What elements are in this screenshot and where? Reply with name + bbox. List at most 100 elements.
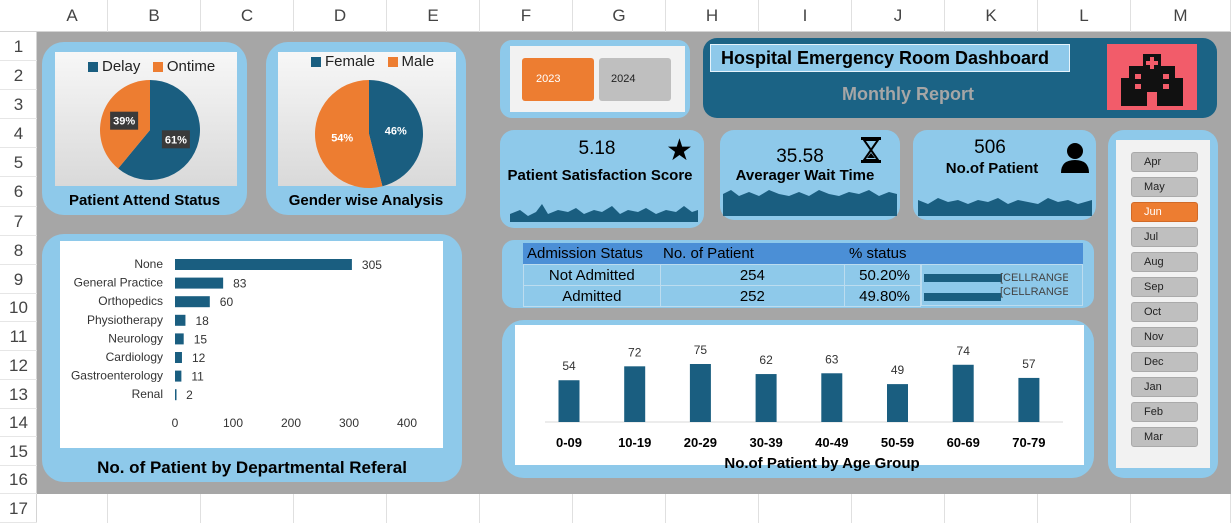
category-label: 30-39	[749, 435, 782, 450]
category-label: 60-69	[947, 435, 980, 450]
legend-swatch-female	[311, 57, 321, 68]
row-header-cell[interactable]: 15	[0, 437, 37, 466]
data-label: 63	[825, 352, 839, 366]
category-label: Physiotherapy	[87, 313, 163, 327]
column-header-cell[interactable]: J	[852, 0, 945, 32]
grid-cell[interactable]	[666, 494, 759, 523]
row-header-cell[interactable]: 4	[0, 119, 37, 148]
row-header-cell[interactable]: 6	[0, 177, 37, 207]
month-button-apr[interactable]: Apr	[1131, 152, 1198, 172]
data-label: 18	[195, 314, 209, 328]
column-header-cell[interactable]: E	[387, 0, 480, 32]
category-label: None	[134, 257, 163, 271]
data-label: 305	[362, 258, 382, 272]
column-header-cell[interactable]: L	[1038, 0, 1131, 32]
column-header-cell[interactable]: G	[573, 0, 666, 32]
bar	[755, 374, 777, 422]
month-button-aug[interactable]: Aug	[1131, 252, 1198, 272]
month-button-dec[interactable]: Dec	[1131, 352, 1198, 372]
grid-cell[interactable]	[1038, 494, 1131, 523]
grid-cell[interactable]	[852, 494, 945, 523]
bar	[689, 364, 711, 422]
hospital-icon	[1107, 44, 1197, 110]
attend-chart-title: Patient Attend Status	[68, 192, 221, 209]
column-header-cell[interactable]: D	[294, 0, 387, 32]
month-button-may[interactable]: May	[1131, 177, 1198, 197]
row-header-cell[interactable]: 2	[0, 61, 37, 90]
age-chart-area	[515, 325, 1084, 465]
month-button-jul[interactable]: Jul	[1131, 227, 1198, 247]
month-button-feb[interactable]: Feb	[1131, 402, 1198, 422]
table-row: Admitted 252 49.80%	[523, 285, 921, 307]
month-button-sep[interactable]: Sep	[1131, 277, 1198, 297]
person-icon-graphic	[1061, 143, 1089, 173]
admission-header-row	[523, 243, 1083, 264]
grid-cell[interactable]	[573, 494, 666, 523]
grid-cell[interactable]	[759, 494, 852, 523]
month-button-nov[interactable]: Nov	[1131, 327, 1198, 347]
admission-header-count: No. of Patient	[663, 245, 754, 262]
column-header-cell[interactable]: K	[945, 0, 1038, 32]
column-header-cell[interactable]: B	[108, 0, 201, 32]
row-header-cell[interactable]: 1	[0, 32, 37, 61]
referral-chart-title: No. of Patient by Departmental Referal	[97, 458, 407, 477]
row-header-cell[interactable]: 11	[0, 322, 37, 351]
legend-swatch-male	[387, 57, 398, 68]
row-header-cell[interactable]: 17	[0, 494, 37, 523]
bar	[175, 277, 224, 289]
year-2023-button[interactable]: 2023	[522, 58, 594, 101]
category-label: Neurology	[108, 331, 163, 345]
satisfaction-value: 5.18	[578, 138, 616, 159]
admission-status-cell: Not Admitted	[523, 264, 661, 286]
grid-cell[interactable]	[201, 494, 294, 523]
bar	[175, 389, 177, 401]
grid-cell[interactable]	[294, 494, 387, 523]
data-label: 83	[233, 277, 247, 291]
row-header-cell[interactable]: 14	[0, 409, 37, 437]
month-button-jun[interactable]: Jun	[1131, 202, 1198, 222]
person-icon	[1060, 142, 1090, 179]
legend-label-male: Male	[401, 53, 435, 70]
month-button-oct[interactable]: Oct	[1131, 302, 1198, 322]
row-header-cell[interactable]: 10	[0, 294, 37, 322]
bar	[175, 314, 186, 326]
column-header-cell[interactable]: F	[480, 0, 573, 32]
row-header-cell[interactable]: 5	[0, 148, 37, 177]
category-label: Renal	[132, 387, 163, 401]
bar	[1018, 377, 1040, 422]
category-label: 20-29	[684, 435, 717, 450]
admission-count-cell: 254	[659, 264, 846, 286]
admission-status-cell: Admitted	[523, 285, 661, 307]
grid-cell[interactable]	[108, 494, 201, 523]
grid-cell[interactable]	[480, 494, 573, 523]
column-header-cell[interactable]: H	[666, 0, 759, 32]
data-label: 57	[1022, 357, 1036, 371]
month-button-jan[interactable]: Jan	[1131, 377, 1198, 397]
grid-cell[interactable]	[37, 494, 108, 523]
pie-data-label: 46%	[385, 126, 407, 138]
row-header-cell[interactable]: 8	[0, 236, 37, 265]
month-button-mar[interactable]: Mar	[1131, 427, 1198, 447]
row-header-cell[interactable]: 9	[0, 265, 37, 294]
table-row: Not Admitted 254 50.20%	[523, 264, 921, 286]
row-header-cell[interactable]: 13	[0, 380, 37, 409]
column-header-cell[interactable]: M	[1131, 0, 1231, 32]
legend-swatch-ontime	[152, 62, 163, 73]
age-chart-title: No.of Patient by Age Group	[724, 455, 920, 472]
row-header-cell[interactable]: 12	[0, 351, 37, 380]
row-header-cell[interactable]: 16	[0, 466, 37, 494]
header-title-box	[710, 44, 1070, 72]
column-header-cell[interactable]: C	[201, 0, 294, 32]
grid-cell[interactable]	[387, 494, 480, 523]
bar	[175, 352, 182, 363]
row-header-cell[interactable]: 3	[0, 90, 37, 119]
row-header-cell[interactable]: 7	[0, 207, 37, 236]
year-2024-button[interactable]: 2024	[599, 58, 671, 101]
grid-cell[interactable]	[945, 494, 1038, 523]
grid-cell[interactable]	[1131, 494, 1231, 523]
admission-header-status: Admission Status	[527, 245, 643, 262]
column-header-cell[interactable]: I	[759, 0, 852, 32]
admission-bar-not-admitted	[924, 274, 1002, 282]
column-header-cell[interactable]: A	[37, 0, 108, 32]
